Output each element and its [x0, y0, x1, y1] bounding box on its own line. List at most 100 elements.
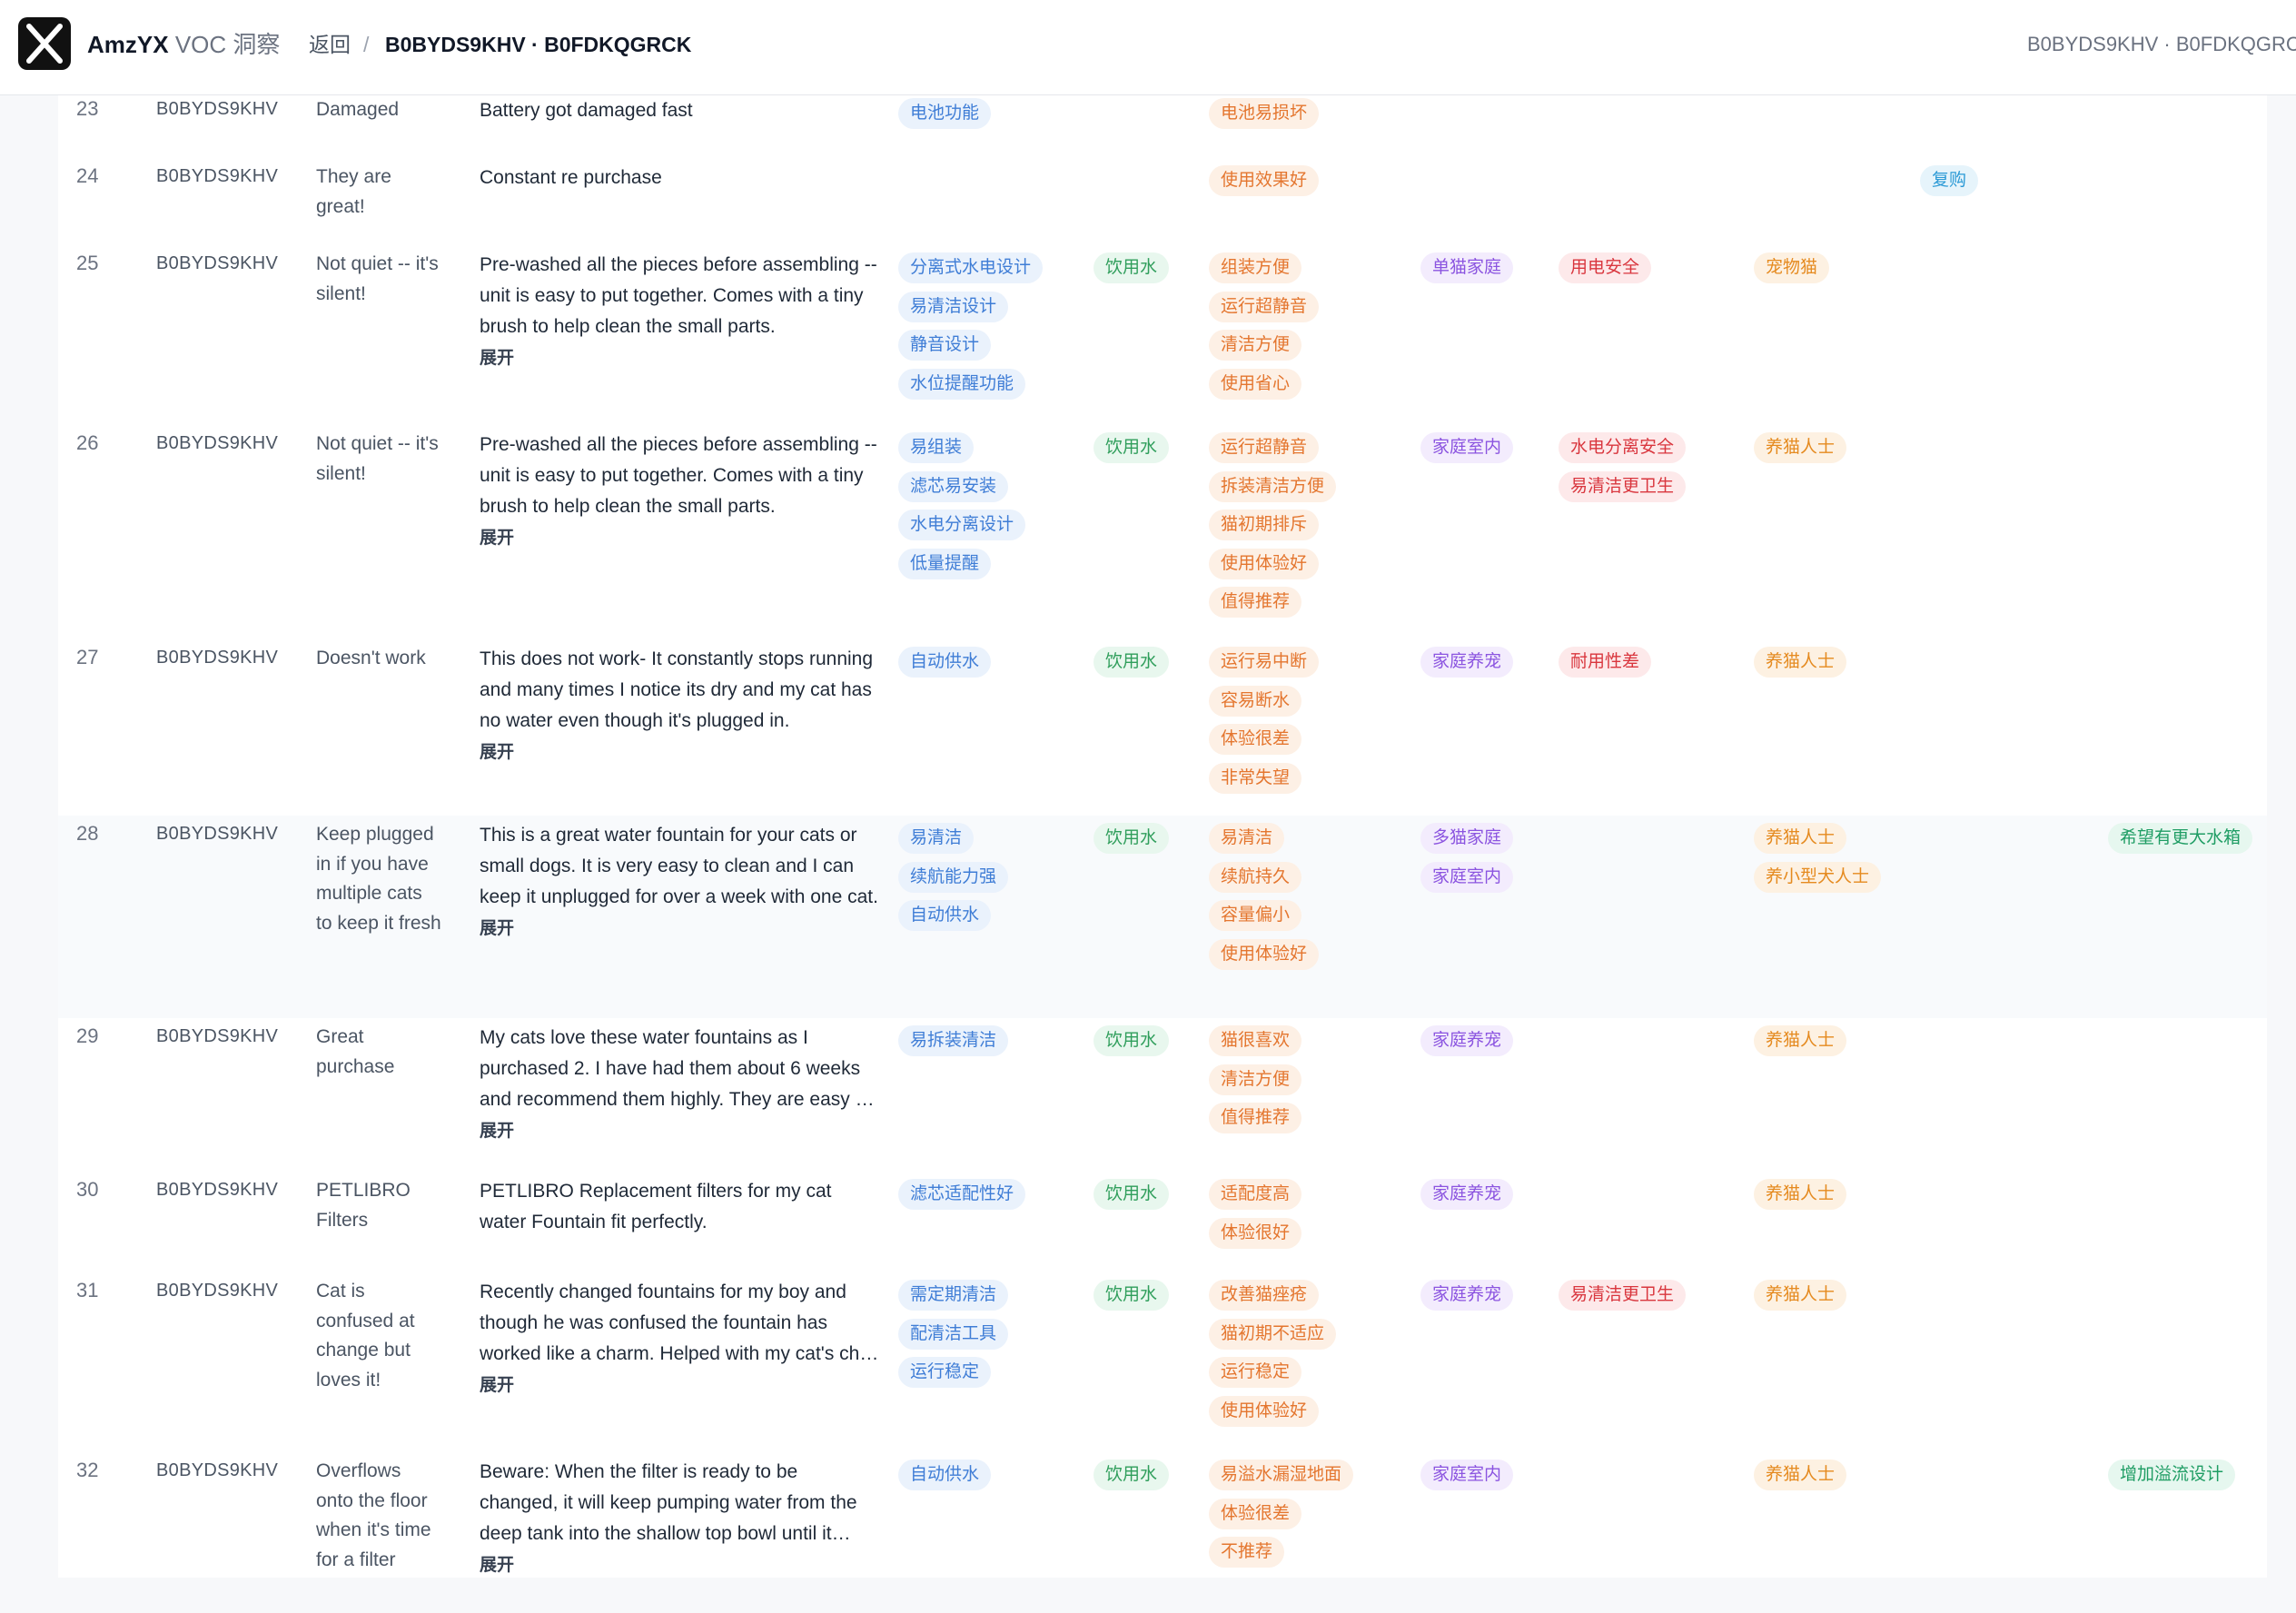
- tag-persona: 养小型犬人士: [1754, 861, 1882, 893]
- tag-function: 水电分离设计: [898, 510, 1026, 540]
- review-title: Overflows onto the floor when it's time …: [316, 1460, 431, 1570]
- review-text: Battery got damaged fast: [480, 100, 693, 121]
- tag-sentiment: 体验很差: [1209, 724, 1302, 755]
- tag-concern: 水电分离安全: [1559, 432, 1687, 463]
- tag-column-sentiment: 组装方便 运行超静音 清洁方便 使用省心: [1209, 252, 1320, 407]
- review-body: Pre-washed all the pieces before assembl…: [480, 430, 879, 553]
- tag-scene: 饮用水: [1094, 1460, 1170, 1490]
- tag-column-function: 自动供水: [898, 1460, 992, 1499]
- tag-column-scene: 饮用水: [1094, 252, 1170, 292]
- tag-column-sentiment: 易清洁 续航持久 容量偏小 使用体验好: [1209, 823, 1320, 977]
- tag-column-repurchase: 复购: [1920, 165, 1979, 204]
- tag-persona: 养猫人士: [1754, 1460, 1847, 1490]
- tag-column-concern: 用电安全: [1559, 252, 1652, 292]
- brand-light: VOC 洞察: [174, 31, 281, 58]
- tag-function: 易清洁: [898, 823, 975, 854]
- review-title: Damaged: [316, 99, 400, 120]
- review-text: Pre-washed all the pieces before assembl…: [480, 254, 877, 337]
- expand-button[interactable]: 展开: [480, 919, 515, 938]
- tag-household: 家庭养宠: [1420, 1025, 1514, 1056]
- tag-function: 滤芯易安装: [898, 470, 1009, 502]
- tag-column-persona: 养猫人士: [1754, 432, 1847, 471]
- row-index: 23: [76, 97, 99, 120]
- tag-sentiment: 猫很喜欢: [1209, 1025, 1302, 1056]
- tag-sentiment: 电池易损坏: [1209, 98, 1320, 129]
- tag-sentiment: 容易断水: [1209, 685, 1302, 717]
- tag-sentiment: 使用体验好: [1209, 548, 1320, 579]
- tag-scene: 饮用水: [1094, 1179, 1170, 1210]
- row-index: 26: [76, 431, 99, 454]
- brand-name: AmzYX VOC 洞察: [87, 28, 280, 61]
- tag-column-function: 电池功能: [898, 98, 992, 137]
- table-row: 32 B0BYDS9KHV Overflows onto the floor whe…: [58, 1452, 2267, 1578]
- review-body: Beware: When the filter is ready to be c…: [480, 1457, 879, 1578]
- tag-column-function: 自动供水: [898, 647, 992, 686]
- back-link[interactable]: 返回: [309, 33, 351, 56]
- tag-sentiment: 续航持久: [1209, 861, 1302, 893]
- tag-column-function: 易组装 滤芯易安装 水电分离设计 低量提醒: [898, 432, 1026, 587]
- tag-function: 滤芯适配性好: [898, 1179, 1026, 1210]
- tag-sentiment: 使用体验好: [1209, 938, 1320, 970]
- tag-column-sentiment: 适配度高 体验很好: [1209, 1179, 1302, 1256]
- review-text: Constant re purchase: [480, 167, 662, 188]
- tag-scene: 饮用水: [1094, 1025, 1170, 1056]
- tag-sentiment: 运行稳定: [1209, 1357, 1302, 1388]
- tag-sentiment: 运行易中断: [1209, 647, 1320, 678]
- amzyx-x-logo-icon[interactable]: [18, 17, 71, 70]
- row-asin: B0BYDS9KHV: [156, 99, 279, 119]
- table-row: 25 B0BYDS9KHV Not quiet -- it's silent! Pre…: [58, 245, 2267, 425]
- tag-function: 低量提醒: [898, 548, 992, 579]
- tag-function: 续航能力强: [898, 861, 1009, 893]
- row-asin: B0BYDS9KHV: [156, 253, 279, 273]
- tag-column-sentiment: 运行超静音 拆装清洁方便 猫初期排斥 使用体验好 值得推荐: [1209, 432, 1337, 626]
- table-row: 29 B0BYDS9KHV Great purchase My cats love t…: [58, 1018, 2267, 1172]
- review-title: Not quiet -- it's silent!: [316, 253, 439, 304]
- review-title: Doesn't work: [316, 648, 426, 668]
- expand-button[interactable]: 展开: [480, 1556, 515, 1575]
- bottom-edge: [0, 1578, 2296, 1613]
- tag-suggestion: 希望有更大水箱: [2108, 823, 2253, 854]
- tag-column-function: 易拆装清洁: [898, 1025, 1009, 1064]
- tag-persona: 养猫人士: [1754, 823, 1847, 854]
- tag-sentiment: 猫初期不适应: [1209, 1318, 1337, 1350]
- row-index: 30: [76, 1178, 99, 1201]
- expand-button[interactable]: 展开: [480, 743, 515, 762]
- expand-button[interactable]: 展开: [480, 529, 515, 548]
- tag-persona: 养猫人士: [1754, 1025, 1847, 1056]
- tag-persona: 宠物猫: [1754, 252, 1830, 283]
- row-asin: B0BYDS9KHV: [156, 824, 279, 844]
- tag-function: 易拆装清洁: [898, 1025, 1009, 1056]
- row-index: 29: [76, 1024, 99, 1047]
- tag-concern: 用电安全: [1559, 252, 1652, 283]
- expand-button[interactable]: 展开: [480, 349, 515, 368]
- page-title: B0BYDS9KHV · B0FDKQGRCK: [385, 33, 692, 56]
- tag-function: 自动供水: [898, 900, 992, 931]
- tag-sentiment: 易清洁: [1209, 823, 1285, 854]
- tag-column-household: 单猫家庭: [1420, 252, 1514, 292]
- tag-concern: 耐用性差: [1559, 647, 1652, 678]
- expand-button[interactable]: 展开: [480, 1376, 515, 1395]
- tag-sentiment: 使用效果好: [1209, 165, 1320, 196]
- tag-suggestion: 增加溢流设计: [2108, 1460, 2236, 1490]
- row-index: 32: [76, 1459, 99, 1481]
- tag-column-household: 家庭室内: [1420, 1460, 1514, 1499]
- expand-button[interactable]: 展开: [480, 1122, 515, 1141]
- table-row: 24 B0BYDS9KHV They are great! Constant re p…: [58, 158, 2267, 245]
- review-text: My cats love these water fountains as I …: [480, 1027, 872, 1110]
- row-asin: B0BYDS9KHV: [156, 1281, 279, 1301]
- tag-function: 配清洁工具: [898, 1318, 1009, 1350]
- review-body: This is a great water fountain for your …: [480, 820, 879, 944]
- tag-household: 家庭养宠: [1420, 647, 1514, 678]
- tag-sentiment: 拆装清洁方便: [1209, 470, 1337, 502]
- tag-function: 水位提醒功能: [898, 368, 1026, 400]
- row-asin: B0BYDS9KHV: [156, 1026, 279, 1046]
- review-title: Not quiet -- it's silent!: [316, 433, 439, 484]
- tag-repurchase: 复购: [1920, 165, 1979, 196]
- review-text: This is a great water fountain for your …: [480, 825, 878, 907]
- tag-column-suggestion: 增加溢流设计: [2108, 1460, 2236, 1499]
- tag-column-household: 多猫家庭 家庭室内: [1420, 823, 1514, 900]
- tag-column-persona: 养猫人士: [1754, 1280, 1847, 1319]
- tag-sentiment: 改善猫痤疮: [1209, 1280, 1320, 1311]
- tag-sentiment: 使用省心: [1209, 368, 1302, 400]
- tag-sentiment: 体验很好: [1209, 1217, 1302, 1249]
